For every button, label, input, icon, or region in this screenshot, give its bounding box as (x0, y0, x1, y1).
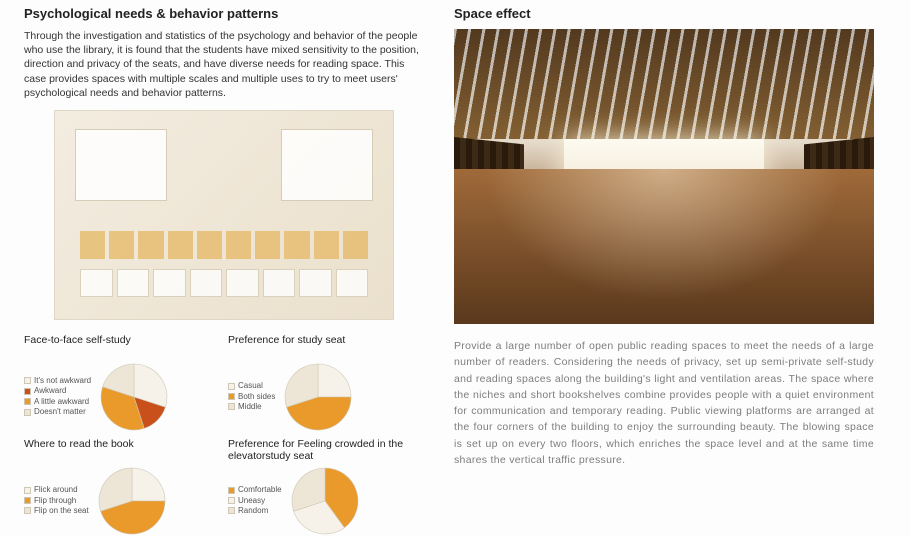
left-intro: Through the investigation and statistics… (24, 29, 424, 100)
pie-chart: Face-to-face self-study It's not awkward… (24, 334, 204, 432)
charts-grid: Face-to-face self-study It's not awkward… (24, 334, 424, 536)
floorplan-graphic (54, 110, 394, 320)
chart-legend: Flick aroundFlip throughFlip on the seat (24, 485, 89, 516)
pie-chart: Preference for Feeling crowded in the el… (228, 438, 408, 536)
interior-render (454, 29, 874, 324)
left-heading: Psychological needs & behavior patterns (24, 6, 424, 21)
chart-title: Preference for study seat (228, 334, 408, 358)
right-heading: Space effect (454, 6, 874, 21)
chart-legend: CasualBoth sidesMiddle (228, 381, 275, 412)
chart-legend: It's not awkwardAwkwardA little awkwardD… (24, 376, 91, 418)
left-column: Psychological needs & behavior patterns … (24, 6, 424, 525)
chart-title: Where to read the book (24, 438, 204, 462)
right-column: Space effect Provide a large number of o… (454, 6, 874, 525)
chart-legend: ComfortableUneasyRandom (228, 485, 282, 516)
right-body: Provide a large number of open public re… (454, 338, 874, 468)
chart-title: Face-to-face self-study (24, 334, 204, 358)
pie-chart: Preference for study seat CasualBoth sid… (228, 334, 408, 432)
pie-chart: Where to read the book Flick aroundFlip … (24, 438, 204, 536)
chart-title: Preference for Feeling crowded in the el… (228, 438, 408, 462)
